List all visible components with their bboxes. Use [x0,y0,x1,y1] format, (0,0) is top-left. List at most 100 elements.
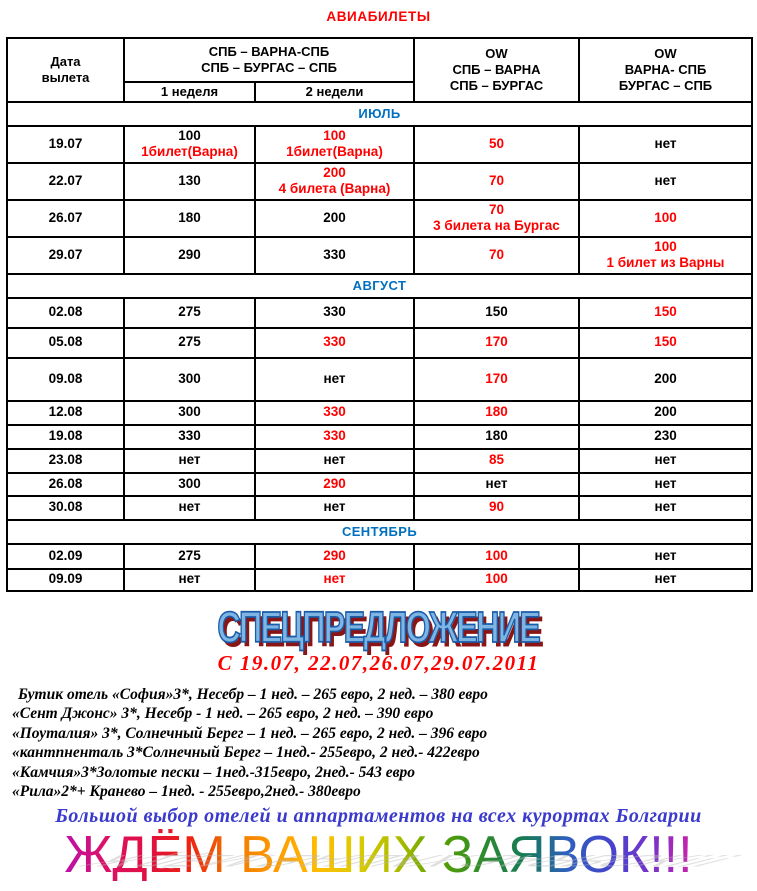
price-cell: 180 [413,399,580,426]
price-cell: 50 [413,124,580,164]
table-row: 02.08 275 330 150 150 [6,296,753,329]
date-cell: 19.07 [6,124,125,164]
month-label: АВГУСТ [6,272,753,299]
price-cell: 130 [123,161,256,201]
offer-item: «Рила»2*+ Кранево – 1нед. - 255евро,2нед… [12,783,361,801]
price-cell: 290 [254,542,415,570]
special-offer-banner: СПЕЦПРЕДЛОЖЕНИЕ [0,603,757,653]
price-cell: 85 [413,447,580,474]
price-cell: 275 [123,542,256,570]
price-cell: нет [254,494,415,521]
date-cell: 09.09 [6,567,125,592]
offer-item: «Сент Джонс» 3*, Несебр - 1 нед. – 265 е… [12,705,434,723]
price-cell: 90 [413,494,580,521]
table-row: 09.08 300 нет 170 200 [6,356,753,402]
price-cell: нет [413,471,580,497]
rainbow-text: ЖДЁМ ВАШИХ ЗАЯВОК!!! [64,825,693,884]
date-cell: 02.09 [6,542,125,570]
month-section-row: АВГУСТ [6,272,753,299]
table-row: 22.07 130 200 4 билета (Варна) 70 нет [6,161,753,201]
offer-item: «кантпненталь 3*Солнечный Берег – 1нед.-… [12,744,480,762]
price-cell: 150 [578,296,753,329]
price-cell: 70 [413,161,580,201]
special-offer-dates: С 19.07, 22.07,26.07,29.07.2011 [217,650,540,675]
header-oneway-return: OW ВАРНА- СПБ БУРГАС – СПБ [578,37,753,103]
header-departure-date: Дата вылета [6,37,125,103]
table-row: 19.07 100 1билет(Варна) 100 1билет(Варна) 50 н… [6,124,753,164]
subheader-row: 1 неделя 2 недели [7,81,752,103]
header-one-week: 1 неделя [123,81,256,103]
table-row: 19.08 330 330 180 230 [6,423,753,450]
price-cell: нет [578,447,753,474]
offer-item: Бутик отель «София»3*, Несебр – 1 нед. –… [18,685,488,703]
header-two-weeks: 2 недели [254,81,415,103]
price-cell: 150 [413,296,580,329]
price-cell: 150 [578,326,753,359]
date-cell: 22.07 [6,161,125,201]
offer-item: «Камчия»3*Золотые пески – 1нед.-315евро,… [12,763,416,781]
price-cell: нет [578,494,753,521]
price-cell: 100 1билет(Варна) [254,124,415,164]
price-cell: 290 [254,471,415,497]
price-cell: 330 [254,296,415,329]
date-cell: 26.07 [6,198,125,238]
header-oneway-outbound: OW СПБ – ВАРНА СПБ – БУРГАС [413,37,580,103]
price-cell: 180 [123,198,256,238]
price-cell: нет [254,447,415,474]
price-cell: нет [578,567,753,592]
price-cell: 100 1билет(Варна) [123,124,256,164]
price-cell: 200 4 билета (Варна) [254,161,415,201]
price-cell: нет [578,471,753,497]
price-cell: 100 [413,542,580,570]
special-offer-wordart: СПЕЦПРЕДЛОЖЕНИЕ [217,603,542,653]
price-cell: нет [254,567,415,592]
price-cell: нет [254,356,415,402]
price-cell: 300 [123,471,256,497]
page-title: АВИАБИЛЕТЫ [326,9,431,24]
price-cell: 180 [413,423,580,450]
price-cell: 200 [578,399,753,426]
price-cell: 300 [123,399,256,426]
date-cell: 12.08 [6,399,125,426]
header-roundtrip-routes: СПБ – ВАРНА-СПБ СПБ – БУРГАС – СПБ [123,37,415,83]
price-cell: 290 [123,235,256,275]
month-label: СЕНТЯБРЬ [6,518,753,545]
price-cell: нет [123,494,256,521]
price-cell: 200 [254,198,415,238]
promo-line: Большой выбор отелей и аппартаментов на … [55,804,702,827]
date-cell: 30.08 [6,494,125,521]
table-row: 12.08 300 330 180 200 [6,399,753,426]
table-row: 30.08 нет нет 90 нет [6,494,753,521]
date-cell: 23.08 [6,447,125,474]
price-cell: 330 [254,399,415,426]
price-cell: нет [578,161,753,201]
hotel-offers-list: Бутик отель «София»3*, Несебр – 1 нед. –… [12,685,757,802]
price-cell: нет [123,567,256,592]
price-cell: 70 3 билета на Бургас [413,198,580,238]
table-row: 29.07 290 330 70 100 1 билет из Варны [6,235,753,275]
price-cell: 100 [578,198,753,238]
price-cell: 300 [123,356,256,402]
month-section-row: ИЮЛЬ [6,100,753,127]
price-cell: 170 [413,356,580,402]
rainbow-banner: ЖДЁМ ВАШИХ ЗАЯВОК!!! ЖДЁМ ВАШИХ ЗАЯВОК!!… [0,829,757,891]
price-cell: 330 [123,423,256,450]
table-row: 26.08 300 290 нет нет [6,471,753,497]
offer-item: «Поуталия» 3*, Солнечный Берег – 1 нед. … [12,724,488,742]
month-label: ИЮЛЬ [6,100,753,127]
price-cell: нет [578,542,753,570]
table-row: 02.09 275 290 100 нет [6,542,753,570]
price-cell: 330 [254,235,415,275]
date-cell: 02.08 [6,296,125,329]
price-cell: 275 [123,296,256,329]
price-cell: 230 [578,423,753,450]
date-cell: 19.08 [6,423,125,450]
price-cell: 275 [123,326,256,359]
flights-price-table: Дата вылета СПБ – ВАРНА-СПБ СПБ – БУРГАС –… [6,37,753,592]
price-cell: 330 [254,423,415,450]
price-cell: 170 [413,326,580,359]
month-section-row: СЕНТЯБРЬ [6,518,753,545]
table-row: 05.08 275 330 170 150 [6,326,753,359]
table-row: 23.08 нет нет 85 нет [6,447,753,474]
date-cell: 26.08 [6,471,125,497]
